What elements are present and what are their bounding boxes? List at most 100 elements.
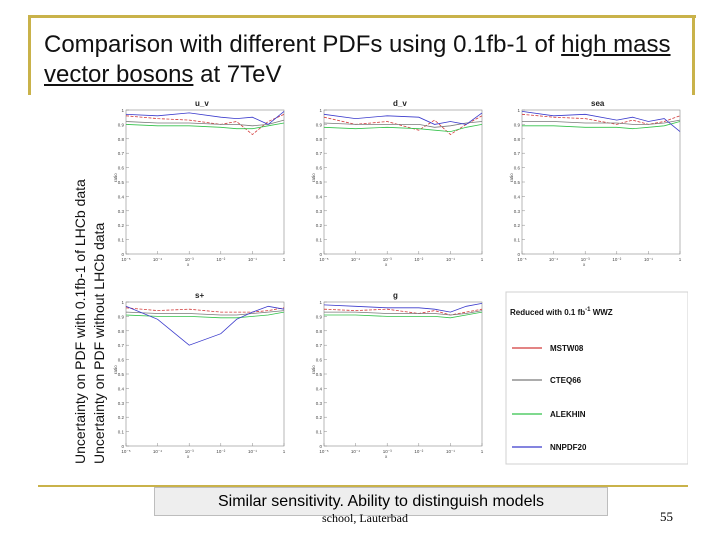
y-tick-label: 0.6 (316, 166, 323, 171)
x-axis-label: x (385, 454, 388, 459)
x-tick-label: 1 (481, 257, 484, 262)
y-tick-label: 0.3 (514, 209, 521, 214)
y-axis-label: ratio (311, 173, 316, 182)
title-main: Comparison with different PDFs using 0.1… (44, 31, 562, 58)
y-tick-label: 0.4 (514, 194, 521, 199)
x-tick-label: 10⁻¹ (446, 257, 455, 262)
legend-label-nnpdf20: NNPDF20 (550, 443, 587, 452)
panel-0: 0 0.1 0.2 0.3 0.4 0.5 0.6 0.7 0.8 0.9 1 10⁻⁵ 10⁻⁴ 10⁻… (112, 96, 288, 272)
y-tick-label: 0.3 (316, 401, 323, 406)
series-line-alekhin (323, 124, 483, 133)
legend-title-end: WWZ (590, 308, 612, 317)
panel-1: 0 0.1 0.2 0.3 0.4 0.5 0.6 0.7 0.8 0.9 1 10⁻⁵ 10⁻⁴ 10⁻… (310, 96, 486, 272)
y-tick-label: 0.6 (118, 166, 125, 171)
x-tick-label: 10⁻³ (185, 257, 194, 262)
x-tick-label: 10⁻² (216, 257, 225, 262)
x-tick-label: 10⁻² (612, 257, 621, 262)
y-tick-label: 0.3 (316, 209, 323, 214)
y-tick-label: 0.8 (514, 137, 521, 142)
y-tick-label: 0.5 (316, 372, 323, 377)
y-label-outer: Uncertainty on PDF with 0.1fb-1 of LHCb … (72, 179, 88, 464)
caption-box: Similar sensitivity. Ability to distingu… (154, 487, 608, 516)
series-line-alekhin (522, 121, 681, 130)
y-tick-label: 0 (517, 252, 520, 257)
x-tick-label: 10⁻⁵ (319, 449, 328, 454)
y-tick-label: 0.7 (118, 151, 125, 156)
y-tick-label: 0 (121, 444, 124, 449)
panel-bg (112, 288, 288, 464)
x-tick-label: 1 (679, 257, 682, 262)
x-tick-label: 1 (481, 449, 484, 454)
x-axis-label: x (385, 262, 388, 267)
series-line-alekhin (125, 311, 285, 319)
series-line-nnpdf20 (125, 305, 285, 346)
y-tick-label: 0.7 (514, 151, 521, 156)
panel-title: s+ (195, 291, 204, 300)
x-tick-label: 10⁻² (414, 257, 423, 262)
series-line-cteq66 (125, 310, 285, 316)
legend-title-text: Reduced with 0.1 fb (510, 308, 585, 317)
legend-label-cteq66: CTEQ66 (550, 376, 582, 385)
slide-title: Comparison with different PDFs using 0.1… (44, 30, 684, 90)
panel-3: 0 0.1 0.2 0.3 0.4 0.5 0.6 0.7 0.8 0.9 1 10⁻⁵ 10⁻⁴ 10⁻… (112, 288, 288, 464)
y-tick-label: 0.8 (118, 137, 125, 142)
frame-top-rule (28, 15, 696, 18)
series-line-cteq66 (323, 121, 483, 128)
y-tick-label: 0.5 (118, 180, 125, 185)
y-tick-label: 0.7 (316, 151, 323, 156)
x-tick-label: 10⁻⁴ (351, 449, 360, 454)
series-line-mstw08 (323, 308, 483, 316)
y-tick-label: 0.6 (316, 358, 323, 363)
legend-title: Reduced with 0.1 fb-1 WWZ (510, 307, 613, 317)
series-line-cteq66 (522, 119, 681, 125)
x-tick-label: 10⁻⁵ (319, 257, 328, 262)
y-tick-label: 0.7 (316, 343, 323, 348)
panel-bg (310, 288, 486, 464)
y-tick-label: 0.4 (316, 194, 323, 199)
x-tick-label: 10⁻³ (581, 257, 590, 262)
series-line-nnpdf20 (521, 111, 681, 132)
y-tick-label: 0.5 (118, 372, 125, 377)
x-tick-label: 10⁻² (414, 449, 423, 454)
y-tick-label: 0 (319, 252, 322, 257)
y-axis-label: ratio (311, 365, 316, 374)
page-number: 55 (660, 509, 673, 524)
y-tick-label: 0.1 (118, 430, 125, 435)
x-tick-label: 10⁻⁴ (153, 449, 162, 454)
y-tick-label: 0.5 (316, 180, 323, 185)
y-axis-label: ratio (113, 173, 118, 182)
panel-title: u_v (195, 99, 209, 108)
x-tick-label: 10⁻³ (383, 257, 392, 262)
series-line-nnpdf20 (323, 303, 483, 313)
x-tick-label: 1 (283, 449, 286, 454)
y-tick-label: 0.2 (514, 223, 521, 228)
title-end: at 7TeV (193, 61, 282, 88)
y-tick-label: 1 (319, 108, 322, 113)
x-tick-label: 10⁻³ (383, 449, 392, 454)
y-tick-label: 0.3 (118, 209, 125, 214)
x-tick-label: 10⁻² (216, 449, 225, 454)
panel-bg (310, 96, 486, 272)
y-tick-label: 0.9 (316, 314, 323, 319)
y-tick-label: 0.1 (316, 238, 323, 243)
x-tick-label: 10⁻¹ (248, 449, 257, 454)
y-axis-label: ratio (509, 173, 514, 182)
footer-text: school, Lauterbad (322, 511, 408, 525)
y-tick-label: 0.8 (118, 329, 125, 334)
y-tick-label: 0.3 (118, 401, 125, 406)
series-line-mstw08 (125, 307, 285, 313)
footer-rule (38, 485, 688, 487)
series-line-mstw08 (323, 115, 483, 136)
y-tick-label: 0.2 (316, 223, 323, 228)
y-tick-label: 0.4 (316, 386, 323, 391)
y-tick-label: 0.1 (316, 430, 323, 435)
legend-title-sup: -1 (585, 307, 591, 313)
x-axis-label: x (187, 262, 190, 267)
y-tick-label: 1 (121, 300, 124, 305)
series-line-alekhin (324, 311, 483, 319)
x-tick-label: 1 (283, 257, 286, 262)
y-tick-label: 0.6 (118, 358, 125, 363)
panel-title: d_v (393, 99, 407, 108)
y-tick-label: 0.2 (118, 223, 125, 228)
title-underlined: high mass vector bosons (44, 31, 671, 88)
